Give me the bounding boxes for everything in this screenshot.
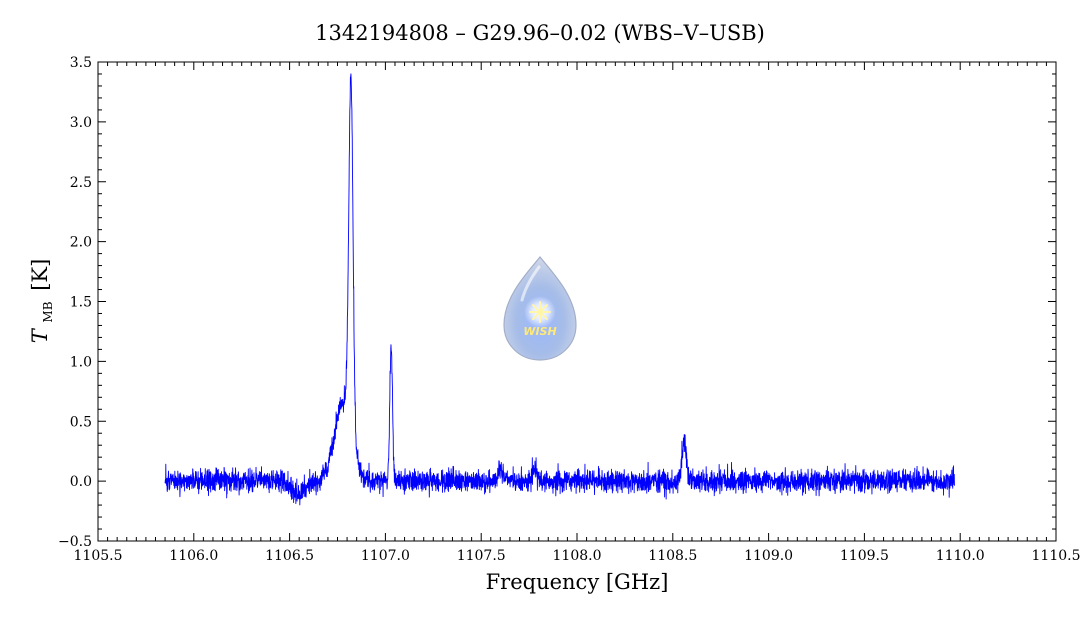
y-axis-label: T MB [K] bbox=[28, 259, 57, 344]
plot-frame bbox=[97, 61, 1057, 542]
x-tick-label: 1107.0 bbox=[361, 548, 410, 564]
x-tick-label: 1106.5 bbox=[265, 548, 314, 564]
x-tick-label: 1109.0 bbox=[744, 548, 793, 564]
spectrum-line bbox=[164, 73, 955, 506]
y-tick-label: 3.0 bbox=[70, 115, 92, 131]
x-axis-label: Frequency [GHz] bbox=[486, 570, 669, 594]
y-tick-label: 2.0 bbox=[70, 235, 92, 251]
wish-droplet-logo: WISH bbox=[503, 256, 577, 361]
y-tick-label: 1.5 bbox=[70, 295, 92, 311]
y-tick-label: 0.0 bbox=[70, 474, 92, 490]
x-tick-label: 1108.5 bbox=[648, 548, 697, 564]
y-axis-label-unit: [K] bbox=[28, 259, 52, 291]
y-tick-label: 2.5 bbox=[70, 175, 92, 191]
y-axis-label-symbol: T bbox=[28, 327, 52, 343]
y-axis-label-subscript: MB bbox=[41, 301, 55, 322]
y-tick-label: −0.5 bbox=[58, 534, 92, 550]
x-tick-label: 1110.5 bbox=[1032, 548, 1080, 564]
svg-text:T MB [K]: T MB [K] bbox=[28, 259, 57, 344]
y-tick-label: 3.5 bbox=[70, 55, 92, 71]
y-axis: −0.5 0.0 0.5 1.0 1.5 2.0 2.5 3.0 3.5 bbox=[58, 55, 1056, 550]
x-tick-label: 1109.5 bbox=[840, 548, 889, 564]
x-tick-label: 1105.5 bbox=[74, 548, 123, 564]
x-tick-label: 1106.0 bbox=[169, 548, 218, 564]
wish-logo-text: WISH bbox=[523, 325, 556, 338]
x-tick-label: 1108.0 bbox=[553, 548, 602, 564]
x-axis: 1105.5 1106.0 1106.5 1107.0 1107.5 1108.0 1108… bbox=[74, 62, 1080, 564]
chart-title: 1342194808 – G29.96–0.02 (WBS–V–USB) bbox=[315, 21, 765, 45]
y-tick-label: 0.5 bbox=[70, 414, 92, 430]
spectrum-series bbox=[164, 73, 955, 506]
x-tick-label: 1110.0 bbox=[936, 548, 985, 564]
y-tick-label: 1.0 bbox=[70, 354, 92, 370]
x-tick-label: 1107.5 bbox=[457, 548, 506, 564]
